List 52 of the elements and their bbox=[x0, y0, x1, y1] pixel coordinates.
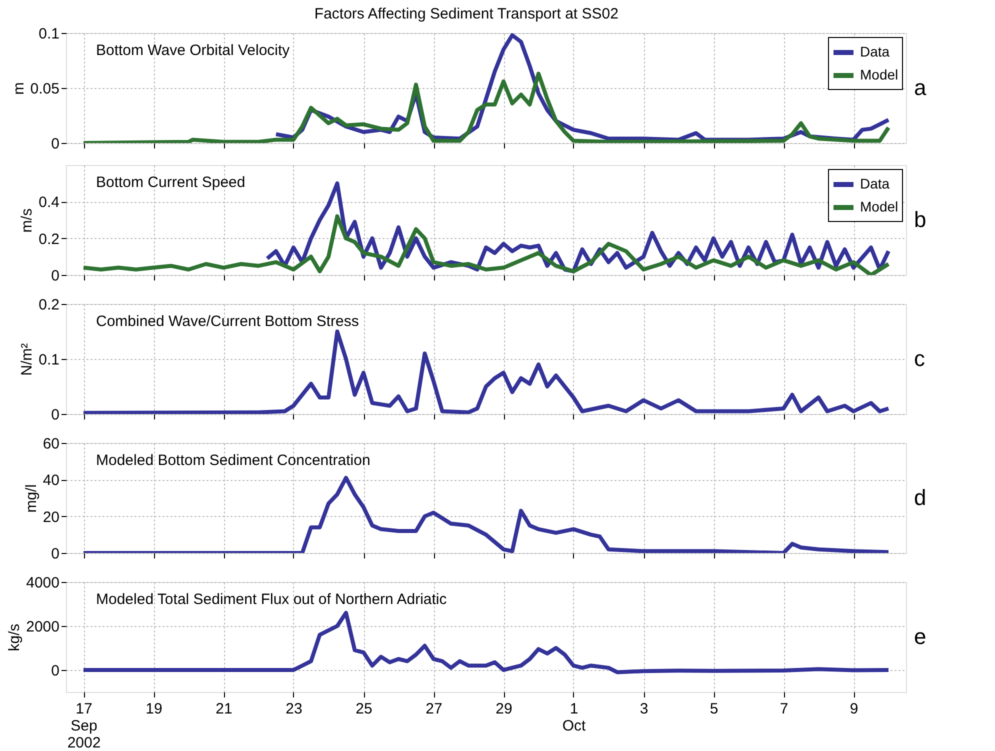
x-tick-label: 3 bbox=[640, 700, 648, 718]
annotation: Bottom Wave Orbital Velocity bbox=[96, 42, 290, 59]
y-axis-title: mg/l bbox=[22, 484, 40, 513]
x-tick-label: 9 bbox=[850, 700, 858, 718]
annotation: Bottom Current Speed bbox=[96, 174, 246, 191]
legend-label: Data bbox=[860, 44, 890, 60]
x-tick-label: 19 bbox=[146, 700, 162, 718]
y-tick-label: 0 bbox=[51, 268, 60, 284]
x-tick-label: 23 bbox=[286, 700, 302, 718]
x-tick-label: 25 bbox=[356, 700, 372, 718]
y-tick-label: 4000 bbox=[26, 574, 60, 592]
x-tick-label: 29 bbox=[496, 700, 512, 718]
x-tick-label: 1 Oct bbox=[562, 700, 586, 734]
legend-label: Model bbox=[860, 198, 898, 214]
y-axis-title: m/s bbox=[18, 208, 36, 233]
line-series bbox=[82, 214, 890, 275]
legend-label: Data bbox=[860, 176, 890, 192]
y-axis-title: kg/s bbox=[6, 624, 24, 652]
y-tick-label: 0.1 bbox=[38, 352, 60, 368]
y-tick-label: 0.05 bbox=[30, 80, 60, 98]
text: c bbox=[914, 346, 925, 371]
text: e bbox=[914, 624, 926, 649]
y-tick-label: 0 bbox=[51, 406, 60, 424]
y-tick-label: 0 bbox=[51, 546, 60, 562]
text: d bbox=[914, 485, 926, 510]
x-tick-label: 17 Sep 2002 bbox=[67, 700, 101, 751]
y-tick-label: 60 bbox=[42, 436, 60, 452]
text: a bbox=[914, 75, 927, 100]
chart-title: Factors Affecting Sediment Transport at SS02 bbox=[314, 6, 618, 22]
line-series bbox=[82, 476, 890, 553]
y-tick-label: 0 bbox=[51, 662, 60, 680]
y-tick-label: 0.4 bbox=[38, 194, 60, 212]
y-tick-label: 20 bbox=[42, 508, 60, 526]
annotation: Modeled Total Sediment Flux out of Northern Adriatic bbox=[96, 591, 448, 608]
x-tick-label: 5 bbox=[710, 700, 718, 718]
y-axis-title: N/m² bbox=[18, 343, 36, 376]
x-tick-label: 27 bbox=[426, 700, 442, 718]
x-tick-label: 21 bbox=[216, 700, 232, 718]
line-series bbox=[82, 330, 890, 414]
x-tick-label: 7 bbox=[780, 700, 788, 718]
legend-label: Model bbox=[860, 66, 898, 82]
y-axis-title: m bbox=[10, 82, 28, 95]
y-tick-label: 0 bbox=[51, 136, 60, 152]
y-tick-label: 0.2 bbox=[38, 230, 60, 248]
text: b bbox=[914, 207, 926, 232]
line-series bbox=[82, 610, 890, 674]
annotation: Combined Wave/Current Bottom Stress bbox=[96, 313, 359, 330]
y-tick-label: 0.1 bbox=[38, 26, 60, 42]
y-tick-label: 0.2 bbox=[38, 296, 60, 314]
annotation: Modeled Bottom Sediment Concentration bbox=[96, 452, 370, 469]
y-tick-label: 2000 bbox=[26, 618, 60, 636]
y-tick-label: 40 bbox=[42, 472, 60, 490]
